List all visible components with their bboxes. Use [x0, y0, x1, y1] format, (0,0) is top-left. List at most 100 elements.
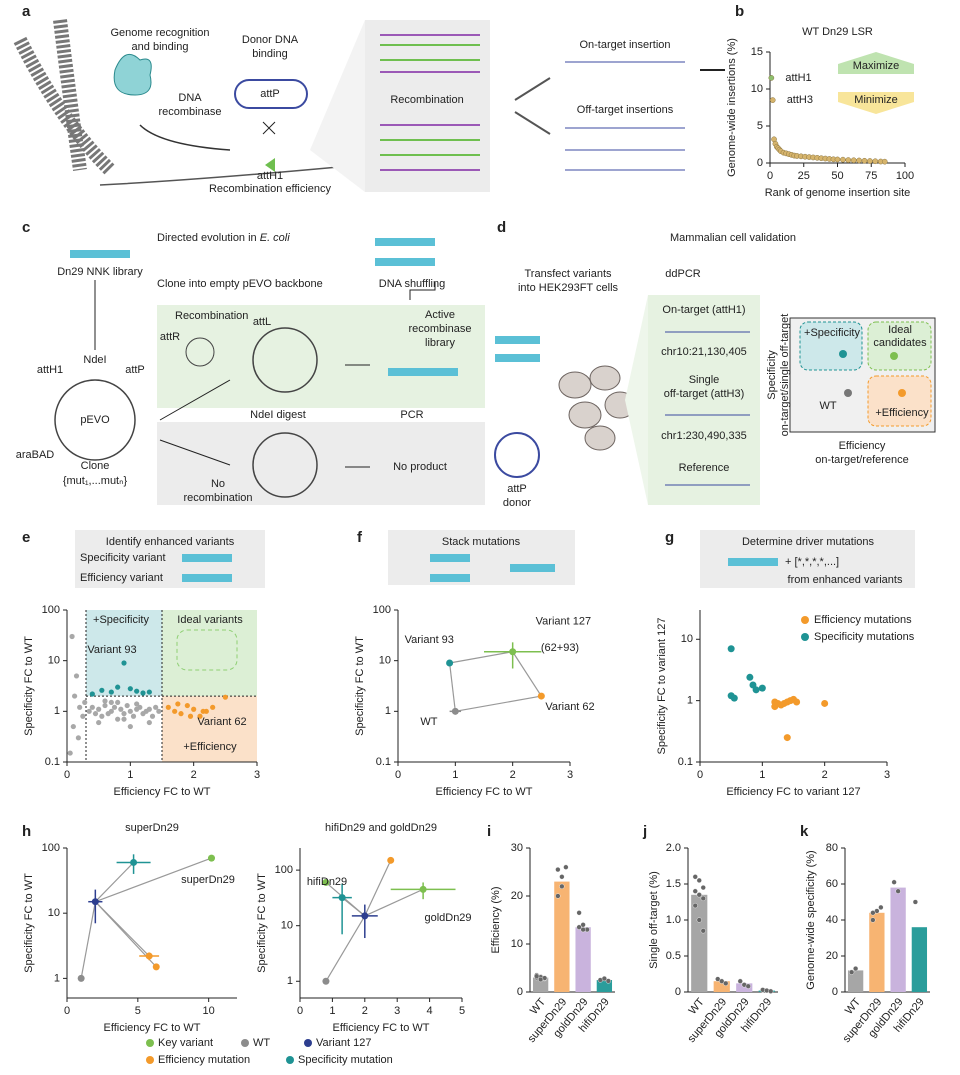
- point: [146, 719, 152, 726]
- label: and binding: [132, 41, 189, 53]
- replicate-dot: [696, 877, 702, 884]
- point: [187, 713, 194, 719]
- label: chr1:230,490,335: [661, 430, 747, 442]
- label: Transfect variants: [524, 268, 612, 280]
- y-axis-label: Specificity FC to WT: [23, 873, 35, 973]
- point: [80, 713, 86, 719]
- replicate-dot: [891, 879, 897, 885]
- shape: [75, 530, 265, 588]
- point: [115, 684, 121, 690]
- point: [210, 704, 216, 710]
- y-axis-label: Genome-wide insertions (%): [726, 38, 738, 177]
- label: off-target (attH3): [664, 388, 745, 400]
- y-axis-label: Genome-wide specificity (%): [805, 850, 817, 989]
- point: [99, 687, 105, 693]
- point: [75, 735, 81, 741]
- y-tick-label: 1: [385, 705, 391, 717]
- point: [145, 952, 153, 960]
- label: Efficiency: [839, 440, 886, 452]
- point: [102, 698, 108, 704]
- label: pEVO: [80, 414, 110, 426]
- replicate-dot: [895, 888, 901, 894]
- annotation: Variant 93: [87, 644, 136, 656]
- label: Single: [689, 374, 720, 386]
- point: [92, 711, 99, 717]
- point: [73, 673, 80, 679]
- bar: [575, 927, 591, 992]
- replicate-dot: [700, 928, 706, 934]
- point: [121, 711, 127, 717]
- label: NdeI: [83, 354, 106, 366]
- label: Ideal: [888, 324, 912, 336]
- bar: [847, 970, 864, 992]
- y-tick-label: 0.5: [666, 950, 681, 962]
- point: [208, 854, 215, 862]
- y-tick-label: 60: [826, 878, 838, 890]
- shape: [844, 389, 852, 397]
- label: attR: [160, 331, 180, 343]
- connector: [512, 651, 542, 697]
- shape: [310, 20, 365, 192]
- shape: [54, 379, 136, 461]
- shape: [648, 295, 760, 505]
- x-tick-label: 2: [510, 769, 516, 781]
- point: [115, 716, 121, 722]
- replicate-dot: [737, 978, 743, 984]
- legend-label: Specificity mutation: [298, 1054, 393, 1066]
- shape: [665, 331, 750, 486]
- replicate-dot: [559, 874, 565, 880]
- replicate-dot: [768, 988, 774, 994]
- shape: [99, 164, 361, 186]
- y-tick-label: 10: [751, 83, 763, 95]
- replicate-dot: [870, 917, 876, 923]
- x-tick-label: 0: [64, 769, 70, 781]
- x-tick-label: 50: [831, 170, 843, 182]
- bar: [532, 977, 549, 992]
- panel-letter: e: [22, 529, 30, 546]
- replicate-dot: [692, 902, 698, 909]
- y-tick-label: 40: [826, 914, 838, 926]
- label: NdeI digest: [250, 409, 306, 421]
- panel-letter: h: [22, 823, 31, 840]
- y-tick-label: 100: [373, 604, 391, 616]
- shape: [388, 530, 575, 585]
- label: ddPCR: [665, 268, 701, 280]
- y-tick-label: 30: [511, 842, 523, 854]
- replicate-dot: [692, 888, 698, 894]
- x-tick-label: 1: [329, 1005, 335, 1017]
- y-tick-label: 10: [511, 938, 523, 950]
- point: [70, 723, 76, 730]
- point: [746, 673, 754, 681]
- connector: [325, 915, 366, 982]
- shape: [113, 53, 152, 96]
- point: [783, 734, 791, 742]
- panel-letter: c: [22, 219, 30, 236]
- y-tick-label: 1.5: [666, 878, 681, 890]
- legend-label: Efficiency mutations: [814, 614, 912, 626]
- label: Stack mutations: [442, 536, 521, 548]
- point: [191, 706, 197, 712]
- x-tick-label: 2: [362, 1005, 368, 1017]
- point: [840, 156, 846, 163]
- point-label: WT: [420, 716, 437, 728]
- point: [89, 704, 95, 710]
- point: [69, 633, 75, 640]
- shape: [53, 19, 87, 171]
- point: [771, 698, 779, 706]
- replicate-dot: [538, 976, 544, 983]
- x-tick-label: 0: [395, 769, 401, 781]
- label: Efficiency variant: [80, 572, 163, 584]
- x-tick-label: 3: [394, 1005, 400, 1017]
- replicate-dot: [715, 976, 721, 982]
- replicate-dot: [601, 975, 607, 982]
- bar: [890, 887, 906, 992]
- y-tick-label: 2.0: [666, 842, 681, 854]
- label: attH1: [37, 364, 63, 376]
- point-label: Variant 127: [536, 616, 591, 628]
- x-axis-label: Efficiency FC to WT: [104, 1022, 201, 1034]
- label: DNA: [178, 92, 202, 104]
- point: [184, 702, 190, 709]
- panel-c-art: [54, 238, 485, 505]
